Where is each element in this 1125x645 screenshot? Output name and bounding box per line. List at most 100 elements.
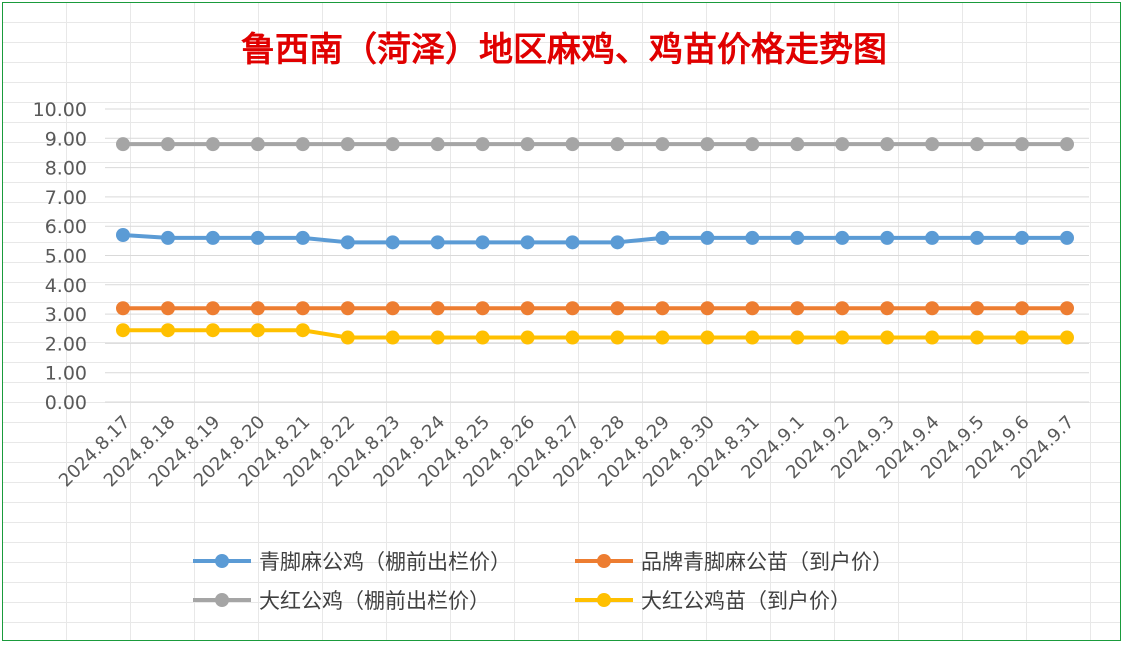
data-point [385,137,400,152]
data-point [340,330,355,345]
y-tick-label: 1.00 [45,363,87,385]
data-point [610,301,625,316]
data-point [160,323,175,338]
data-point [520,330,535,345]
data-point [970,301,985,316]
data-point [520,137,535,152]
data-point [1015,301,1030,316]
data-point [430,235,445,250]
data-point [610,235,625,250]
data-point [1060,301,1074,316]
data-point [880,301,895,316]
data-point [745,301,760,316]
data-point [250,230,265,245]
data-point [340,137,355,152]
data-point [250,301,265,316]
data-point [925,301,940,316]
data-point [205,323,220,338]
data-point [475,137,490,152]
data-point [610,330,625,345]
series-line-3 [123,328,1067,340]
data-point [160,301,175,316]
data-point [835,330,850,345]
data-point [475,235,490,250]
data-point [565,330,580,345]
data-point [610,137,625,152]
data-point [430,301,445,316]
data-point [655,301,670,316]
data-point [700,137,715,152]
y-tick-label: 8.00 [45,158,87,180]
data-point [745,330,760,345]
chart-title: 鲁西南（菏泽）地区麻鸡、鸡苗价格走势图 [241,30,887,70]
series-line-0 [122,232,1067,245]
legend-swatch-marker [215,554,229,568]
data-point [385,235,400,250]
data-point [835,301,850,316]
data-point [790,330,805,345]
data-point [295,137,310,152]
data-point [655,230,670,245]
data-point [160,230,175,245]
data-point [116,227,130,242]
data-point [340,301,355,316]
data-point [835,137,850,152]
data-point [970,330,985,345]
data-point [205,230,220,245]
y-tick-label: 3.00 [45,304,87,326]
data-point [880,330,895,345]
y-tick-label: 6.00 [45,216,87,238]
data-point [295,323,310,338]
data-point [655,137,670,152]
data-point [116,323,130,338]
data-point [565,137,580,152]
data-point [1060,137,1074,152]
data-point [520,235,535,250]
legend-label: 大红公鸡（棚前出栏价） [259,589,490,613]
y-tick-label: 7.00 [45,187,87,209]
data-point [880,137,895,152]
y-tick-label: 9.00 [45,128,87,150]
legend-label: 大红公鸡苗（到户价） [641,589,851,613]
data-point [745,230,760,245]
data-point [565,301,580,316]
data-point [790,230,805,245]
data-point [925,330,940,345]
legend-swatch-marker [597,593,611,607]
data-point [835,230,850,245]
data-point [430,330,445,345]
data-point [250,137,265,152]
data-point [700,230,715,245]
data-point [250,323,265,338]
legend-label: 青脚麻公鸡（棚前出栏价） [259,550,511,574]
data-point [430,137,445,152]
data-point [160,137,175,152]
data-point [295,230,310,245]
data-point [655,330,670,345]
data-point [700,330,715,345]
data-point [205,301,220,316]
data-point [116,301,130,316]
y-tick-label: 10.00 [33,99,87,121]
data-point [475,330,490,345]
data-point [565,235,580,250]
data-point [385,330,400,345]
y-tick-label: 5.00 [45,246,87,268]
data-point [1060,230,1074,245]
line-chart: 鲁西南（菏泽）地区麻鸡、鸡苗价格走势图 0.00 1.00 2.00 3.00 4.00… [33,30,1089,613]
data-point [340,235,355,250]
data-point [1015,330,1030,345]
data-point [1060,330,1074,345]
data-point [880,230,895,245]
data-point [385,301,400,316]
data-point [116,137,130,152]
data-point [1015,230,1030,245]
data-point [790,301,805,316]
data-point [205,137,220,152]
data-point [295,301,310,316]
data-point [970,137,985,152]
data-point [925,230,940,245]
legend-swatch-marker [215,593,229,607]
data-point [925,137,940,152]
